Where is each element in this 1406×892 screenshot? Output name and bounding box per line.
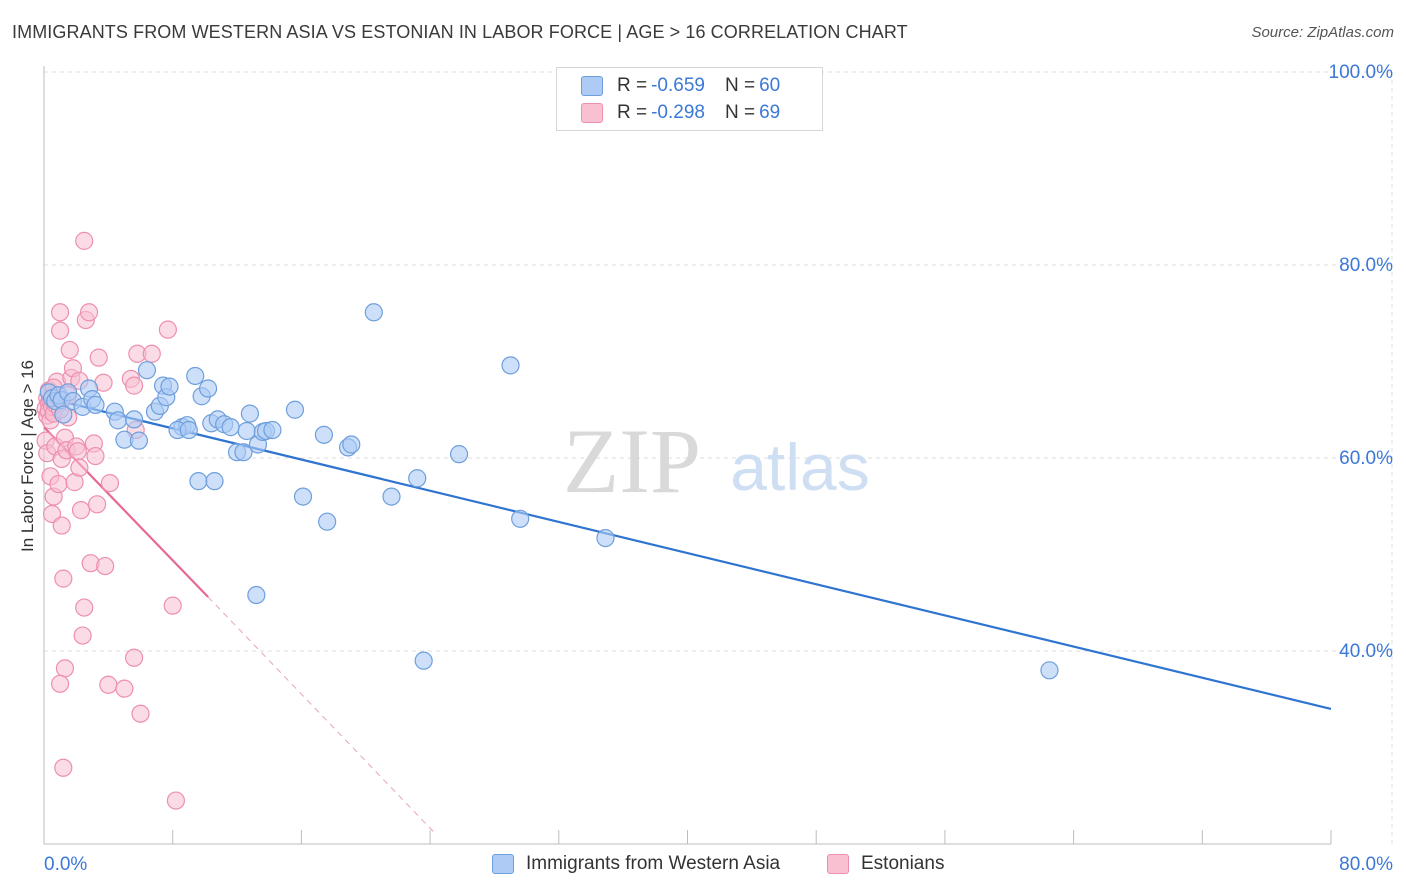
estonians-point [96,556,115,576]
western-asia-point [511,509,530,528]
estonians-point [71,501,91,520]
western-asia-point [449,445,469,464]
correlation-legend: R = -0.659 N = 60 R = -0.298 N = 69 [556,67,823,131]
y-tick-label: 80.0% [1339,255,1393,276]
estonians-point [75,231,94,250]
western-asia-point [240,404,260,423]
estonians-point [87,495,107,514]
western-asia-point [382,487,401,506]
chart-title: IMMIGRANTS FROM WESTERN ASIA VS ESTONIAN… [12,22,908,42]
legend-row-estonians: R = -0.298 N = 69 [581,101,780,125]
estonians-point [55,659,75,678]
x-tick-label-min: 0.0% [44,854,87,875]
legend-r-value: -0.659 [651,75,705,96]
legend-n-value: 60 [759,75,781,96]
legend-n-label: N = [724,75,756,96]
western-asia-point [342,435,361,454]
western-asia-point [54,405,73,424]
western-asia-point [179,420,198,440]
estonians-point [68,442,87,461]
estonians-point [124,648,144,667]
western-asia-point [160,377,179,396]
western-asia-point [318,512,337,531]
western-asia-point [124,410,144,429]
western-asia-point [237,421,256,441]
bottom-legend-label-western-asia: Immigrants from Western Asia [526,853,781,874]
estonians-point [166,791,186,810]
western-asia-point [285,400,305,419]
estonians-point [75,598,94,617]
estonians-point [73,626,92,645]
western-asia-point [1040,661,1059,680]
western-asia-point [86,395,105,415]
western-asia-point [596,528,615,548]
y-axis-title: In Labor Force | Age > 16 [18,359,37,553]
western-asia-point [234,443,253,462]
estonians-point [79,303,99,322]
western-asia-point [247,585,266,605]
estonians-point [124,376,144,395]
estonians-point [70,458,89,477]
bottom-legend-swatch-blue [492,854,514,874]
western-asia-point [364,303,383,322]
estonians-point [99,675,118,694]
chart-source: Source: ZipAtlas.com [1251,24,1394,41]
estonians-point [54,758,73,777]
estonians-point [54,569,73,588]
estonians-point [100,473,120,493]
legend-r-label: R = [617,75,648,96]
western-asia-point [293,487,313,506]
legend-r-label: R = [617,102,648,123]
western-asia-point [314,425,334,444]
estonians-points [36,231,186,810]
western-asia-point [186,366,205,386]
western-asia-point [129,431,149,450]
legend-row-western-asia: R = -0.659 N = 60 [581,74,780,98]
watermark: ZIP atlas [563,410,870,512]
watermark-atlas: atlas [730,430,869,504]
x-tick-label-max: 80.0% [1339,854,1393,875]
estonians-point [50,674,70,693]
western-asia-point [189,472,208,491]
estonians-point [49,474,68,494]
estonians-point [52,516,71,535]
estonians-point [142,344,161,363]
western-asia-point [137,361,157,380]
bottom-legend-label-estonians: Estonians [861,853,945,874]
grid-lines [44,71,1393,844]
legend-r-value: -0.298 [651,102,705,123]
estonians-point [131,704,150,723]
estonians-point [163,596,182,615]
western-asia-points [39,303,1059,680]
watermark-zip: ZIP [563,410,701,512]
y-tick-label: 100.0% [1329,62,1394,83]
estonians-point [115,679,134,698]
western-asia-point [501,356,520,375]
estonians-point [86,446,105,466]
bottom-legend-western-asia: Immigrants from Western Asia [492,853,780,875]
western-asia-point [108,411,128,430]
legend-n-value: 69 [759,102,781,123]
western-asia-point [205,472,224,491]
western-asia-point [414,651,433,670]
bottom-legend-swatch-pink [827,854,849,874]
western-asia-point [198,379,218,398]
trend-extension-estonians [207,596,434,832]
y-tick-label: 60.0% [1339,448,1393,469]
western-asia-point [408,469,427,488]
legend-n-label: N = [724,102,756,123]
tick-labels: 40.0% 60.0% 80.0% 100.0% 0.0% 80.0% [44,62,1393,875]
estonians-point [89,348,108,367]
estonians-point [50,321,70,340]
estonians-point [60,340,79,360]
legend-swatch-pink [581,103,603,123]
legend-swatch-blue [581,76,603,96]
estonians-point [158,320,177,339]
western-asia-point [221,418,240,437]
y-tick-label: 40.0% [1339,641,1393,662]
bottom-legend-estonians: Estonians [827,853,944,875]
western-asia-point [263,420,282,440]
estonians-point [50,303,70,322]
